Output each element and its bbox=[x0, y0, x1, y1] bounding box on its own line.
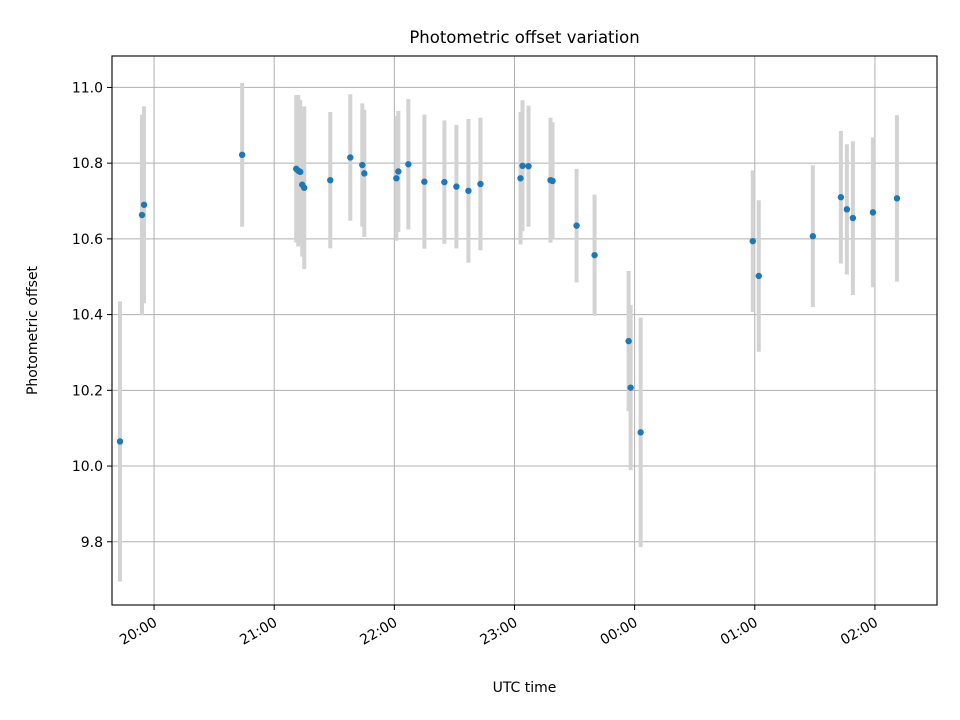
data-point bbox=[755, 272, 762, 280]
data-point bbox=[809, 233, 817, 240]
data-point bbox=[395, 168, 402, 175]
data-point bbox=[525, 162, 532, 170]
data-point bbox=[116, 438, 124, 445]
data-point bbox=[327, 176, 334, 184]
data-point bbox=[517, 175, 524, 182]
data-point bbox=[301, 184, 308, 191]
data-point bbox=[453, 183, 460, 190]
grid-lines bbox=[112, 56, 937, 605]
plot-frame bbox=[111, 55, 938, 606]
y-axis-label: Photometric offset bbox=[25, 265, 41, 395]
y-tick-label: 11.0 bbox=[72, 80, 103, 96]
data-point bbox=[849, 214, 857, 222]
data-point bbox=[477, 180, 484, 188]
y-tick-label: 10.8 bbox=[72, 156, 103, 172]
data-point bbox=[361, 170, 368, 177]
data-point bbox=[625, 337, 632, 345]
y-tick-label: 10.6 bbox=[72, 232, 103, 248]
data-point bbox=[359, 161, 366, 169]
data-point bbox=[549, 177, 556, 185]
data-point bbox=[297, 168, 304, 176]
data-point bbox=[441, 178, 448, 186]
data-point bbox=[405, 161, 412, 168]
data-point bbox=[347, 154, 354, 161]
data-point bbox=[869, 209, 877, 216]
y-tick-label: 10.4 bbox=[72, 308, 103, 324]
y-tick-label: 9.8 bbox=[81, 535, 103, 551]
data-point bbox=[591, 251, 598, 259]
data-point bbox=[637, 429, 644, 436]
data-point bbox=[749, 237, 756, 245]
y-tick-label: 10.0 bbox=[72, 459, 103, 475]
data-point bbox=[238, 151, 246, 159]
data-point bbox=[573, 222, 580, 229]
data-point bbox=[465, 187, 472, 194]
x-axis-label: UTC time bbox=[493, 680, 557, 696]
data-point bbox=[893, 195, 901, 202]
data-point bbox=[519, 162, 526, 169]
data-point bbox=[421, 178, 428, 185]
data-points bbox=[116, 151, 901, 445]
data-point bbox=[843, 206, 851, 213]
data-point bbox=[627, 384, 634, 391]
data-point bbox=[837, 194, 845, 201]
data-point bbox=[140, 201, 148, 208]
chart-title: Photometric offset variation bbox=[409, 28, 639, 47]
data-point bbox=[393, 175, 400, 182]
data-point bbox=[138, 211, 146, 219]
y-tick-label: 10.2 bbox=[72, 383, 103, 399]
